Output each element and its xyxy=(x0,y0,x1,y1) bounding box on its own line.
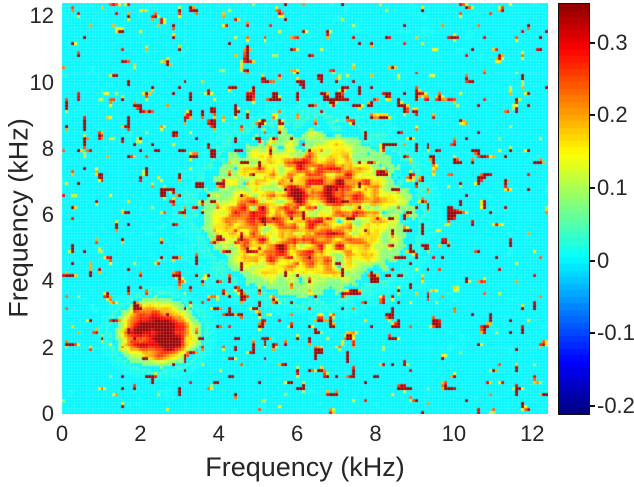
colorbar-tick-mark xyxy=(589,114,595,117)
y-tick-label: 10 xyxy=(29,69,54,95)
y-axis-label: Frequency (kHz) xyxy=(3,118,34,318)
colorbar-tick-label: 0.3 xyxy=(597,29,628,55)
x-tick-label: 6 xyxy=(291,421,304,446)
y-tick-label: 8 xyxy=(41,135,54,161)
colorbar-tick-mark xyxy=(589,404,595,407)
colorbar-tick-label: 0 xyxy=(597,247,610,273)
colorbar-tick-label: 0.2 xyxy=(597,102,628,128)
colorbar-tick-mark xyxy=(589,259,595,262)
y-tick-label: 12 xyxy=(29,3,54,29)
y-tick-label: 6 xyxy=(41,202,54,228)
colorbar-tick-label: 0.1 xyxy=(597,175,628,201)
x-tick-label: 10 xyxy=(441,421,467,446)
colorbar-tick-label: -0.1 xyxy=(597,320,634,346)
colorbar-tick-mark xyxy=(589,187,595,190)
heatmap-canvas xyxy=(62,3,548,414)
x-tick-label: 8 xyxy=(369,421,382,446)
y-tick-label: 2 xyxy=(41,334,54,360)
x-tick-label: 12 xyxy=(520,421,545,446)
x-tick-label: 0 xyxy=(55,421,69,446)
colorbar-tick-mark xyxy=(589,41,595,44)
colorbar-tick-mark xyxy=(589,332,595,335)
y-tick-label: 0 xyxy=(41,401,54,426)
y-tick-label: 4 xyxy=(41,268,54,294)
x-tick-label: 4 xyxy=(212,421,225,446)
x-axis-label: Frequency (kHz) xyxy=(205,452,405,482)
colorbar-canvas xyxy=(558,3,590,415)
colorbar-tick-label: -0.2 xyxy=(597,392,634,418)
x-tick-label: 2 xyxy=(134,421,147,446)
